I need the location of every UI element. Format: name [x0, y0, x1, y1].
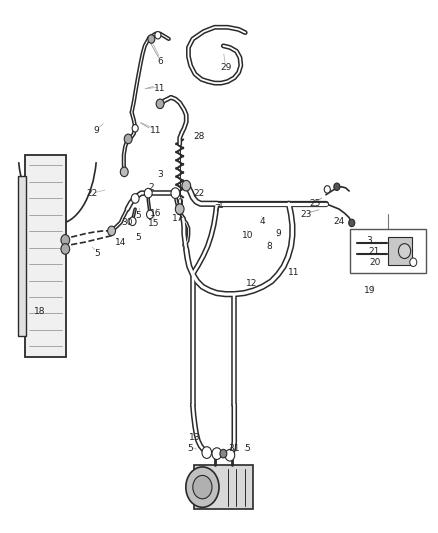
- Circle shape: [145, 188, 152, 198]
- Circle shape: [324, 185, 330, 193]
- Text: 11: 11: [154, 84, 166, 93]
- Circle shape: [155, 31, 161, 39]
- Bar: [25, 155, 66, 357]
- Circle shape: [334, 183, 340, 190]
- Text: 31: 31: [229, 444, 240, 453]
- Circle shape: [129, 217, 136, 225]
- Text: 7: 7: [214, 204, 220, 213]
- Text: 8: 8: [266, 242, 272, 251]
- Circle shape: [61, 235, 70, 245]
- Text: 9: 9: [94, 126, 99, 135]
- Text: 17: 17: [172, 214, 183, 223]
- Circle shape: [171, 188, 180, 198]
- Circle shape: [131, 193, 139, 203]
- Circle shape: [175, 204, 184, 214]
- Text: 21: 21: [368, 247, 380, 256]
- Circle shape: [193, 475, 212, 499]
- Bar: [350, 229, 426, 273]
- Text: 2: 2: [148, 183, 154, 192]
- Text: 24: 24: [333, 217, 345, 226]
- Text: 1: 1: [218, 201, 224, 210]
- Text: 11: 11: [150, 126, 162, 135]
- Text: 9: 9: [275, 229, 281, 238]
- Circle shape: [186, 467, 219, 507]
- Text: 11: 11: [287, 269, 299, 277]
- Text: 14: 14: [115, 238, 127, 247]
- Text: 16: 16: [150, 209, 162, 218]
- Text: 5: 5: [135, 212, 141, 221]
- Circle shape: [156, 99, 164, 109]
- Text: 29: 29: [220, 63, 231, 71]
- Circle shape: [148, 35, 155, 43]
- Text: 5: 5: [188, 444, 194, 453]
- Text: 22: 22: [194, 189, 205, 198]
- Text: 15: 15: [148, 220, 159, 229]
- Circle shape: [182, 180, 191, 191]
- Text: 5: 5: [244, 444, 250, 453]
- Circle shape: [212, 448, 222, 459]
- Text: 28: 28: [194, 132, 205, 141]
- Text: 23: 23: [300, 210, 312, 219]
- Text: 25: 25: [309, 199, 321, 208]
- Text: 3: 3: [367, 237, 372, 246]
- Circle shape: [220, 449, 227, 458]
- Circle shape: [147, 210, 153, 219]
- Circle shape: [410, 258, 417, 266]
- Circle shape: [124, 134, 132, 144]
- Text: 18: 18: [34, 307, 46, 316]
- Circle shape: [108, 226, 116, 236]
- Text: 20: 20: [370, 258, 381, 266]
- Text: 13: 13: [189, 433, 201, 442]
- Text: 30: 30: [122, 219, 133, 228]
- Bar: [194, 465, 253, 510]
- Circle shape: [202, 447, 212, 458]
- Text: 19: 19: [364, 286, 375, 295]
- Circle shape: [399, 244, 411, 259]
- Text: 5: 5: [135, 233, 141, 242]
- Text: 12: 12: [246, 279, 258, 288]
- Bar: [18, 176, 26, 336]
- Circle shape: [132, 125, 138, 132]
- Text: 10: 10: [242, 231, 253, 240]
- Text: 4: 4: [260, 217, 265, 226]
- Text: 3: 3: [157, 170, 163, 179]
- Circle shape: [349, 219, 355, 227]
- Text: 6: 6: [157, 58, 163, 66]
- Circle shape: [120, 167, 128, 176]
- Text: 22: 22: [87, 189, 98, 198]
- Circle shape: [61, 244, 70, 254]
- Text: 5: 5: [94, 249, 99, 258]
- Circle shape: [225, 449, 235, 461]
- Bar: [389, 237, 413, 265]
